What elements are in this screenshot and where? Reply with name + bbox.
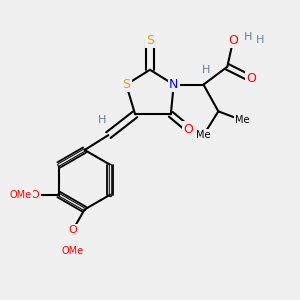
Text: H: H bbox=[98, 115, 106, 125]
Text: OMe: OMe bbox=[62, 246, 84, 256]
Text: S: S bbox=[122, 78, 130, 91]
Text: O: O bbox=[68, 225, 77, 235]
Text: O: O bbox=[246, 72, 256, 85]
Text: Me: Me bbox=[235, 115, 249, 125]
Text: O: O bbox=[31, 190, 40, 200]
Text: O: O bbox=[228, 34, 238, 46]
Text: Me: Me bbox=[196, 130, 211, 140]
Text: H: H bbox=[202, 65, 211, 75]
Text: O: O bbox=[184, 123, 194, 136]
Text: N: N bbox=[169, 78, 178, 91]
Text: S: S bbox=[146, 34, 154, 46]
Text: H: H bbox=[244, 32, 252, 42]
Text: H: H bbox=[256, 35, 264, 45]
Text: OMe: OMe bbox=[9, 190, 31, 200]
